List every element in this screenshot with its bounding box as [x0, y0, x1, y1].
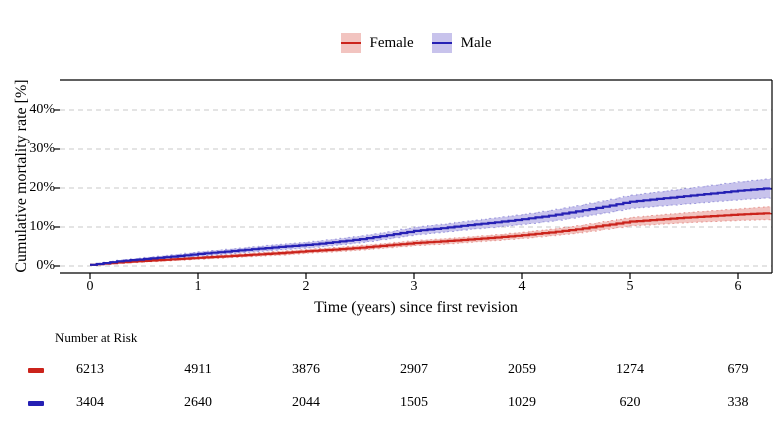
- x-axis-title: Time (years) since first revision: [314, 299, 518, 316]
- y-tick-label: 10%: [29, 219, 55, 234]
- y-tick-label: 0%: [36, 258, 55, 273]
- y-tick-label: 20%: [29, 180, 55, 195]
- curve-male: [90, 187, 772, 266]
- male-legend-swatch-icon: [431, 33, 452, 53]
- nar-count: 1505: [400, 395, 428, 410]
- x-tick-label: 6: [734, 279, 742, 294]
- nar-count: 620: [619, 395, 641, 410]
- nar-count: 1029: [508, 395, 536, 410]
- nar-count: 2059: [508, 362, 536, 377]
- y-tick-label: 40%: [29, 102, 55, 117]
- nar-swatch-icon-male: [28, 401, 44, 406]
- nar-count: 2640: [184, 395, 212, 410]
- x-tick-label: 1: [194, 279, 202, 294]
- x-tick-label: 0: [86, 279, 94, 294]
- curve-female: [90, 212, 772, 266]
- nar-count: 2907: [400, 362, 428, 377]
- legend: Female Male: [60, 33, 772, 53]
- plot-area: [54, 79, 773, 279]
- nar-count: 3404: [76, 395, 104, 410]
- ci-lower-edge-male: [90, 197, 771, 266]
- nar-count: 6213: [76, 362, 104, 377]
- ci-upper-edge-male: [90, 178, 771, 265]
- y-tick-label: 30%: [29, 141, 55, 156]
- nar-count: 679: [727, 362, 749, 377]
- legend-item-female: Female: [340, 33, 414, 53]
- x-tick-label: 3: [410, 279, 418, 294]
- nar-count: 3876: [292, 362, 320, 377]
- nar-count: 2044: [292, 395, 320, 410]
- ci-lower-edge-female: [90, 219, 771, 266]
- number-at-risk-title: Number at Risk: [55, 330, 138, 345]
- x-tick-label: 5: [626, 279, 634, 294]
- x-tick-label: 2: [302, 279, 310, 294]
- nar-count: 4911: [184, 362, 212, 377]
- ci-band-male: [90, 178, 771, 266]
- legend-item-male: Male: [431, 33, 492, 53]
- female-legend-swatch-icon: [340, 33, 361, 53]
- nar-swatch-icon-female: [28, 368, 44, 373]
- x-tick-label: 4: [518, 279, 526, 294]
- nar-count: 1274: [616, 362, 644, 377]
- nar-count: 338: [727, 395, 749, 410]
- female-keyline-icon: [340, 41, 361, 45]
- legend-label-female: Female: [369, 35, 414, 51]
- legend-label-male: Male: [460, 35, 492, 51]
- male-keyline-icon: [431, 41, 452, 45]
